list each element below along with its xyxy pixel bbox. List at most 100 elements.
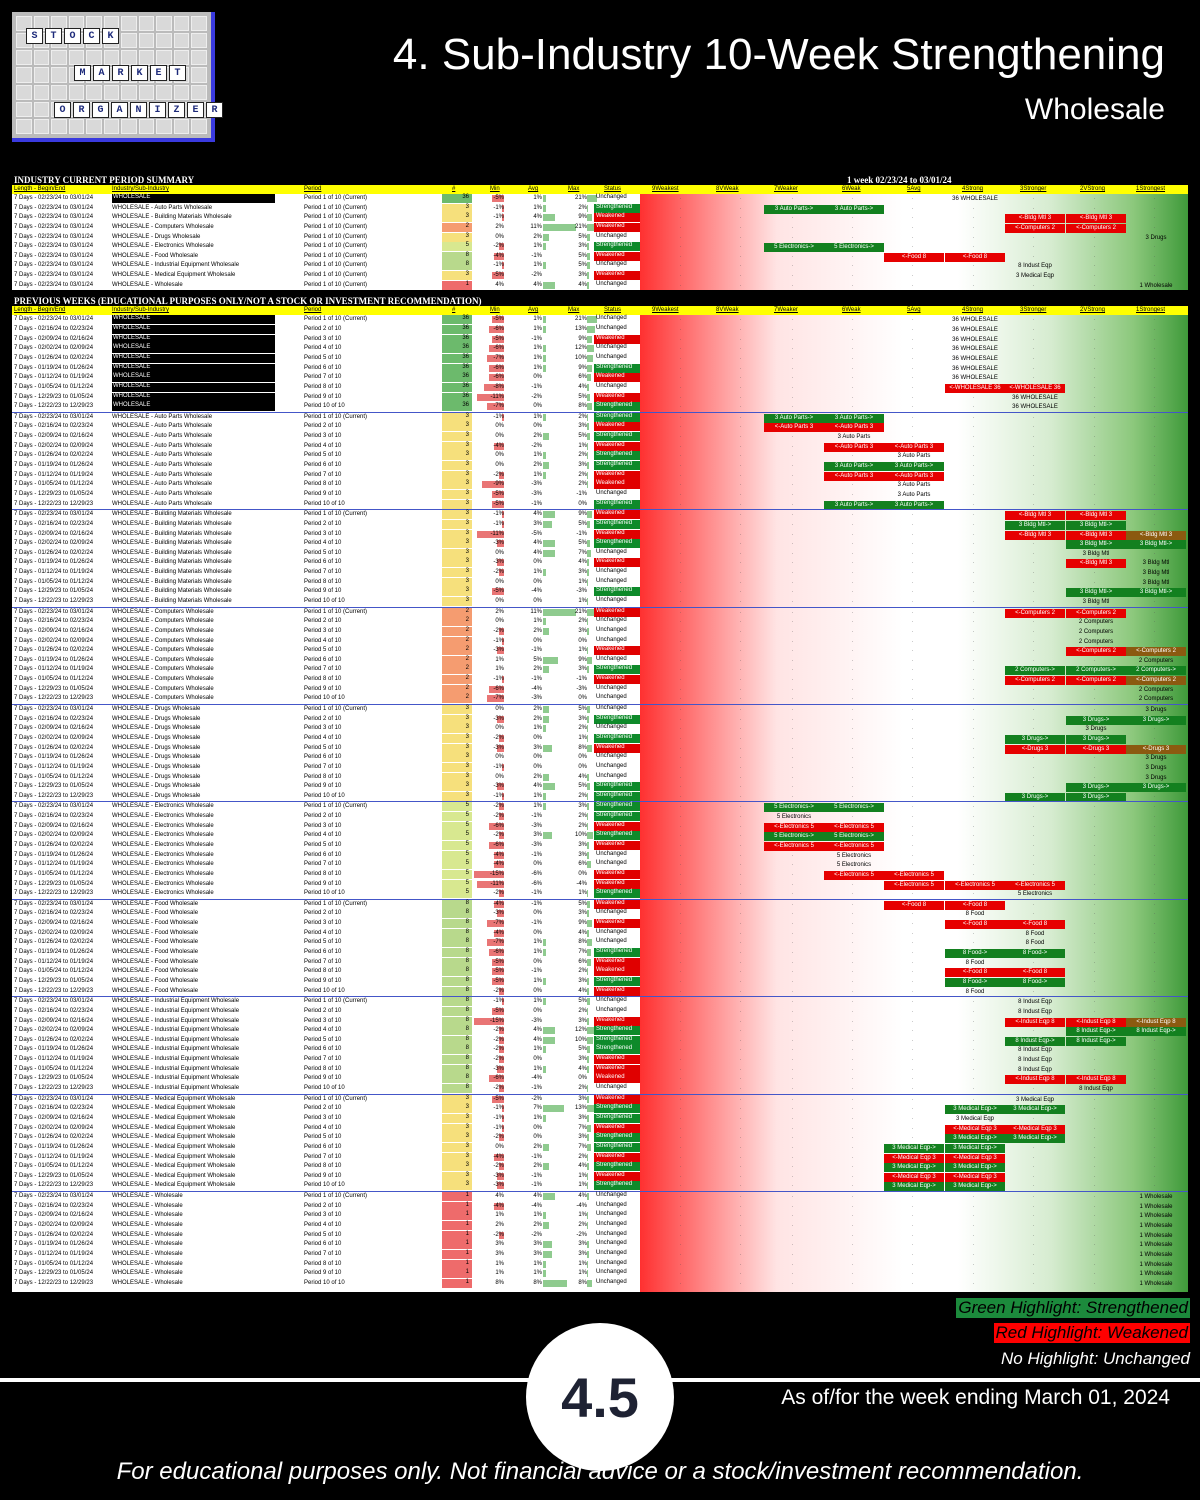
max-cell: 3% [578, 1056, 587, 1063]
rank-dot: . [740, 783, 742, 790]
rank-marker: 5 Electronics-> [764, 243, 824, 253]
industry-cell: WHOLESALE - Drugs Wholesale [112, 754, 201, 761]
rank-dot: . [1033, 637, 1035, 644]
count-cell: 3 [442, 271, 472, 281]
min-bar [501, 520, 504, 528]
rank-dot: . [973, 403, 975, 410]
length-cell: 7 Days - 02/09/24 to 02/16/24 [14, 433, 94, 440]
rank-marker: 8 Food [965, 988, 985, 995]
length-cell: 7 Days - 01/12/24 to 01/19/24 [14, 666, 94, 673]
length-cell: 7 Days - 02/16/24 to 02/23/24 [14, 1105, 94, 1112]
count-cell: 3 [442, 791, 472, 801]
rank-dot: . [973, 281, 975, 288]
period-cell: Period 8 of 10 [304, 481, 342, 488]
avg-bar [543, 364, 546, 372]
rank-marker: 3 Medical Eqp-> [884, 1143, 944, 1153]
rank-dot: . [852, 647, 854, 654]
industry-cell: WHOLESALE - Auto Parts Wholesale [112, 452, 213, 459]
avg-bar [543, 1027, 555, 1035]
avg-cell: -2% [531, 272, 542, 279]
period-cell: Period 9 of 10 [304, 977, 342, 984]
table-row: 7 Days - 02/09/24 to 02/16/24 WHOLESALE -… [12, 1016, 1188, 1027]
rank-marker: 8 Indust Eqp [1018, 999, 1052, 1006]
rank-dot: . [912, 754, 914, 761]
avg-cell: 0% [533, 929, 542, 936]
rank-dot: . [912, 403, 914, 410]
rank-marker: <-Indust Eqp 8 [1066, 1017, 1126, 1027]
rank-dot: . [1154, 803, 1156, 810]
rank-dot: . [680, 803, 682, 810]
min-bar [496, 1182, 504, 1190]
avg-bar [543, 783, 555, 791]
logo-letter: E [150, 65, 167, 81]
rank-dot: . [1033, 549, 1035, 556]
length-cell: 7 Days - 02/23/24 to 03/01/24 [14, 1095, 94, 1102]
status-cell: Unchanged [596, 232, 627, 239]
rank-dot: . [912, 364, 914, 371]
period-cell: Period 5 of 10 [304, 1036, 342, 1043]
rank-dot: . [1154, 968, 1156, 975]
rank-dot: . [680, 998, 682, 1005]
avg-cell: 1% [533, 949, 542, 956]
avg-cell: 1% [533, 1065, 542, 1072]
min-cell: -6% [493, 326, 504, 333]
rank-dot: . [792, 520, 794, 527]
rank-marker: 2 Computers [1138, 657, 1174, 664]
rank-dot: . [792, 490, 794, 497]
avg-cell: 2% [533, 706, 542, 713]
rank-marker: 3 Medical Eqp-> [884, 1182, 944, 1192]
rank-dot: . [1033, 695, 1035, 702]
rank-dot: . [1094, 754, 1096, 761]
rank-dot: . [792, 403, 794, 410]
rank-dot: . [680, 627, 682, 634]
rank-dot: . [1033, 1270, 1035, 1277]
rank-dot: . [740, 559, 742, 566]
max-cell: 0% [578, 637, 587, 644]
rank-dot: . [680, 1065, 682, 1072]
rank-dot: . [1033, 1172, 1035, 1179]
page-title: 4. Sub-Industry 10-Week Strengthening [392, 30, 1165, 79]
count-cell: 3 [442, 461, 472, 471]
period-cell: Period 10 of 10 [304, 890, 345, 897]
min-bar [499, 569, 504, 577]
rank-dot: . [912, 656, 914, 663]
period-cell: Period 2 of 10 [304, 910, 342, 917]
rank-dot: . [740, 1279, 742, 1286]
logo-tile [103, 118, 120, 134]
rank-dot: . [1094, 1007, 1096, 1014]
rank-marker: 3 Auto Parts-> [884, 462, 944, 472]
period-cell: Period 3 of 10 [304, 335, 342, 342]
avg-cell: 0% [533, 754, 542, 761]
logo-tile [86, 84, 102, 100]
rank-dot: . [973, 813, 975, 820]
max-cell: 2% [578, 618, 587, 625]
length-cell: 7 Days - 01/12/24 to 01/19/24 [14, 1056, 94, 1063]
avg-cell: -4% [531, 1202, 542, 1209]
rank-dot: . [852, 549, 854, 556]
rank-dot: . [1033, 890, 1035, 897]
rank-dot: . [680, 1056, 682, 1063]
count-cell: 3 [442, 499, 472, 509]
rank-dot: . [740, 462, 742, 469]
rank-dot: . [680, 252, 682, 259]
length-cell: 7 Days - 12/29/23 to 01/05/24 [14, 490, 94, 497]
max-bar [587, 1007, 589, 1015]
avg-bar [543, 832, 552, 840]
rank-dot: . [680, 1134, 682, 1141]
length-cell: 7 Days - 02/23/24 to 03/01/24 [14, 998, 94, 1005]
max-bar [587, 281, 590, 289]
max-cell: 13% [574, 326, 587, 333]
rank-dot: . [740, 530, 742, 537]
rank-dot: . [852, 910, 854, 917]
status-cell: Strengthened [594, 1133, 640, 1143]
avg-cell: 0% [533, 1007, 542, 1014]
max-cell: 1% [578, 1260, 587, 1267]
table-row: 7 Days - 01/19/24 to 01/26/24 WHOLESALE -… [12, 753, 1188, 763]
rank-dot: . [912, 481, 914, 488]
rank-dot: . [973, 223, 975, 230]
min-cell: -4% [493, 929, 504, 936]
rank-dot: . [740, 423, 742, 430]
rank-dot: . [740, 890, 742, 897]
min-bar [491, 1095, 504, 1103]
rank-dot: . [1033, 1056, 1035, 1063]
